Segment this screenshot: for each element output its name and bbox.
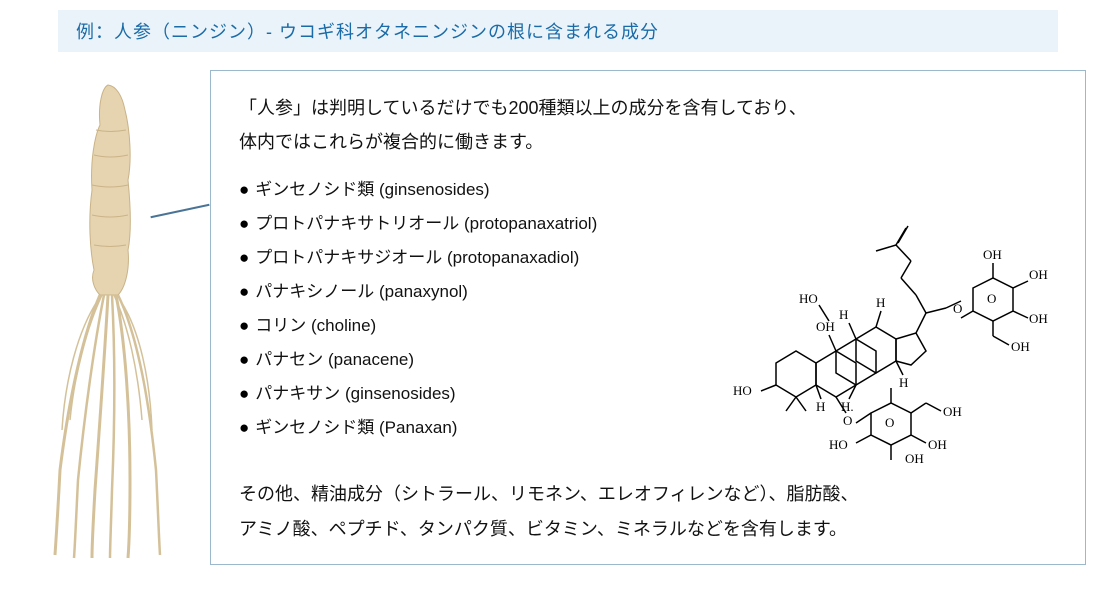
compound-item: パナキサン (ginsenosides) — [239, 377, 721, 411]
svg-text:OH: OH — [816, 319, 835, 334]
svg-text:OH: OH — [1029, 267, 1048, 282]
svg-text:H: H — [899, 375, 908, 390]
compound-item: パナキシノール (panaxynol) — [239, 275, 721, 309]
ginseng-illustration — [30, 70, 190, 560]
svg-text:H: H — [816, 399, 825, 414]
svg-text:H: H — [876, 295, 885, 310]
svg-text:OH: OH — [943, 404, 962, 419]
svg-text:OH: OH — [905, 451, 924, 463]
ginseng-image-container — [20, 70, 200, 565]
compound-list: ギンセノシド類 (ginsenosides) プロトパナキサトリオール (pro… — [239, 173, 721, 445]
info-box: 「人参」は判明しているだけでも200種類以上の成分を含有しており、 体内ではこれ… — [210, 70, 1086, 565]
content-area: 「人参」は判明しているだけでも200種類以上の成分を含有しており、 体内ではこれ… — [0, 70, 1116, 565]
svg-text:OH: OH — [928, 437, 947, 452]
svg-text:O: O — [843, 413, 852, 428]
svg-text:HO: HO — [829, 437, 848, 452]
svg-text:OH: OH — [983, 247, 1002, 262]
compound-item: パナセン (panacene) — [239, 343, 721, 377]
compound-item: ギンセノシド類 (Panaxan) — [239, 411, 721, 445]
svg-text:O: O — [953, 301, 962, 316]
svg-text:H: H — [839, 307, 848, 322]
compound-item: コリン (choline) — [239, 309, 721, 343]
compound-item: プロトパナキサトリオール (protopanaxatriol) — [239, 207, 721, 241]
svg-text:OH: OH — [1011, 339, 1030, 354]
molecule-diagram: OH H H H H. H HO — [721, 173, 1061, 463]
svg-text:O: O — [987, 291, 996, 306]
svg-text:HO: HO — [733, 383, 752, 398]
compound-item: プロトパナキサジオール (protopanaxadiol) — [239, 241, 721, 275]
title-bar: 例：人参（ニンジン）- ウコギ科オタネニンジンの根に含まれる成分 — [58, 10, 1058, 52]
svg-text:O: O — [885, 415, 894, 430]
compound-item: ギンセノシド類 (ginsenosides) — [239, 173, 721, 207]
svg-text:HO: HO — [799, 291, 818, 306]
footer-text: その他、精油成分（シトラール、リモネン、エレオフィレンなど）、脂肪酸、 アミノ酸… — [239, 477, 1061, 545]
svg-text:OH: OH — [1029, 311, 1048, 326]
title-text: 例：人参（ニンジン）- ウコギ科オタネニンジンの根に含まれる成分 — [76, 22, 659, 42]
compounds-row: ギンセノシド類 (ginsenosides) プロトパナキサトリオール (pro… — [239, 173, 1061, 463]
intro-text: 「人参」は判明しているだけでも200種類以上の成分を含有しており、 体内ではこれ… — [239, 91, 1061, 159]
svg-text:H.: H. — [841, 399, 854, 414]
